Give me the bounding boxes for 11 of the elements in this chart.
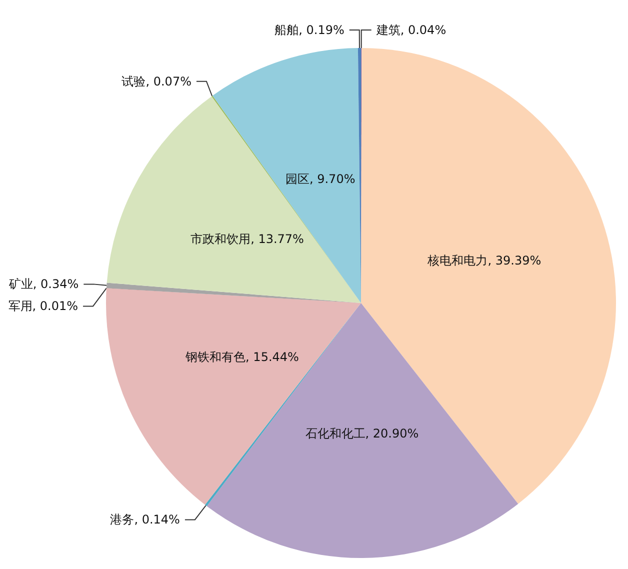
slice-label: 建筑, 0.04% (375, 23, 446, 37)
slice-label: 军用, 0.01% (8, 299, 78, 314)
slice-label: 钢铁和有色, 15.44% (184, 350, 299, 364)
slice-label: 市政和饮用, 13.77% (190, 232, 304, 246)
slice-label: 石化和化工, 20.90% (305, 426, 419, 440)
slice-label: 港务, 0.14% (110, 512, 180, 527)
slice-label: 试验, 0.07% (122, 74, 192, 88)
slice-label: 核电和电力, 39.39% (426, 254, 542, 268)
slice-label: 船舶, 0.19% (274, 23, 344, 38)
slice-label: 矿业, 0.34% (8, 277, 79, 292)
slice-label: 园区, 9.70% (285, 172, 356, 186)
